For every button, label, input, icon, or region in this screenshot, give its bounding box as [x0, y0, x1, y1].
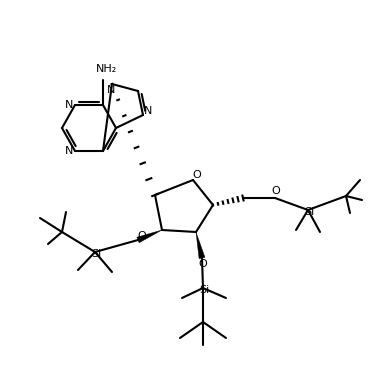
Text: N: N [65, 100, 73, 110]
Text: N: N [65, 146, 73, 156]
Text: O: O [193, 170, 201, 180]
Polygon shape [196, 232, 205, 259]
Text: NH₂: NH₂ [95, 64, 117, 74]
Text: Si: Si [304, 207, 314, 217]
Text: O: O [137, 231, 146, 241]
Text: O: O [199, 259, 207, 269]
Text: N: N [144, 106, 152, 116]
Text: Si: Si [91, 249, 101, 259]
Polygon shape [137, 230, 162, 243]
Text: N: N [107, 85, 115, 95]
Text: O: O [272, 186, 280, 196]
Text: Si: Si [199, 285, 209, 295]
